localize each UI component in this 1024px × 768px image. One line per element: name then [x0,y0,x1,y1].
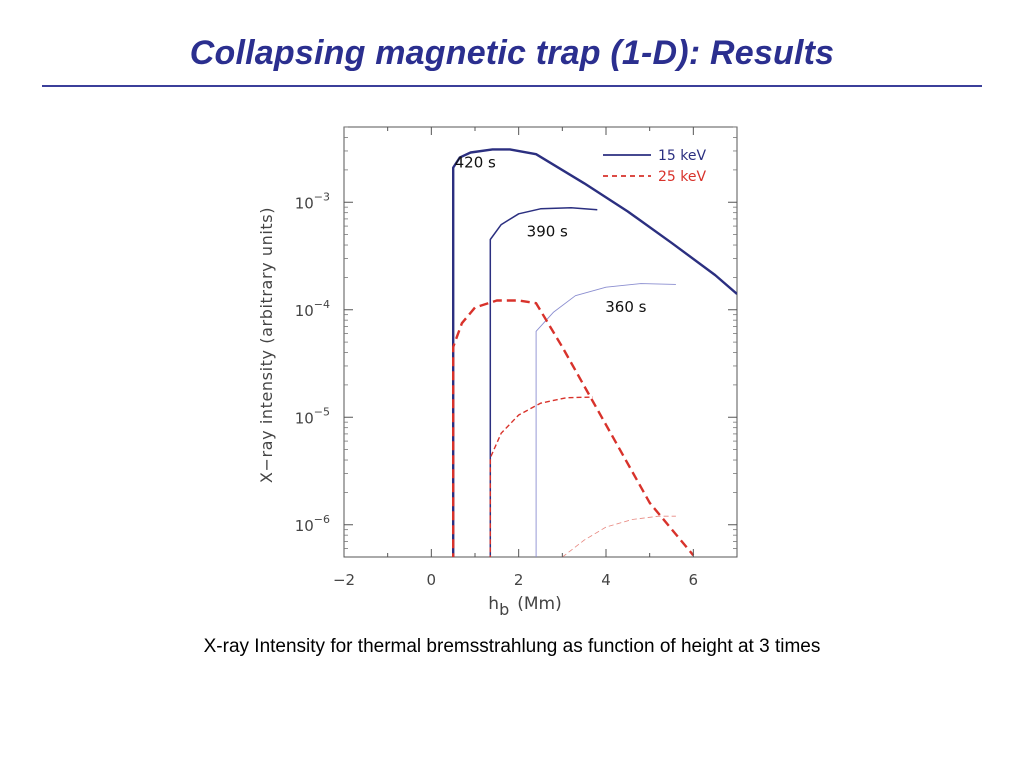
x-axis-label-subscript: b [499,600,509,619]
plot-frame [343,126,738,558]
y-tick-label: 10−3 [295,190,330,212]
x-axis-label-main: h [488,594,499,614]
series-line-15kev-390s [489,206,598,557]
x-axis-label: hb (Mm) [488,594,561,619]
ticks-layer: −2 0 2 4 6 10−3 10−4 10−5 10−6 [295,126,738,589]
series-line-25kev-360s [562,515,676,557]
x-tick-label: 6 [689,571,699,589]
legend-label: 25 keV [658,169,706,185]
figure-caption: X-ray Intensity for thermal bremsstrahlu… [203,636,821,657]
x-tick-label: −2 [333,571,355,589]
legend-label: 15 keV [658,148,706,164]
x-tick-label: 2 [514,571,524,589]
title-divider [42,85,982,87]
series-line-15kev-420s [452,148,737,557]
series-layer [452,148,737,557]
slide-title: Collapsing magnetic trap (1-D): Results [189,34,835,72]
curve-time-label: 390 s [527,223,568,241]
annotation-layer: 420 s 390 s 360 s [455,154,647,317]
series-line-25kev-390s [489,396,593,557]
x-tick-label: 0 [427,571,437,589]
x-tick-label: 4 [601,571,611,589]
y-tick-label: 10−4 [295,298,330,320]
series-line-25kev-420s [452,299,695,557]
curve-time-label: 420 s [455,154,496,172]
y-axis-label: X−ray intensity (arbitrary units) [257,207,276,483]
y-tick-label: 10−5 [295,405,330,427]
legend: 15 keV 25 keV [603,148,706,185]
y-tick-label: 10−6 [295,513,330,535]
series-line-15kev-360s [535,283,676,557]
x-axis-label-unit: (Mm) [517,594,562,614]
curve-time-label: 360 s [605,298,646,316]
